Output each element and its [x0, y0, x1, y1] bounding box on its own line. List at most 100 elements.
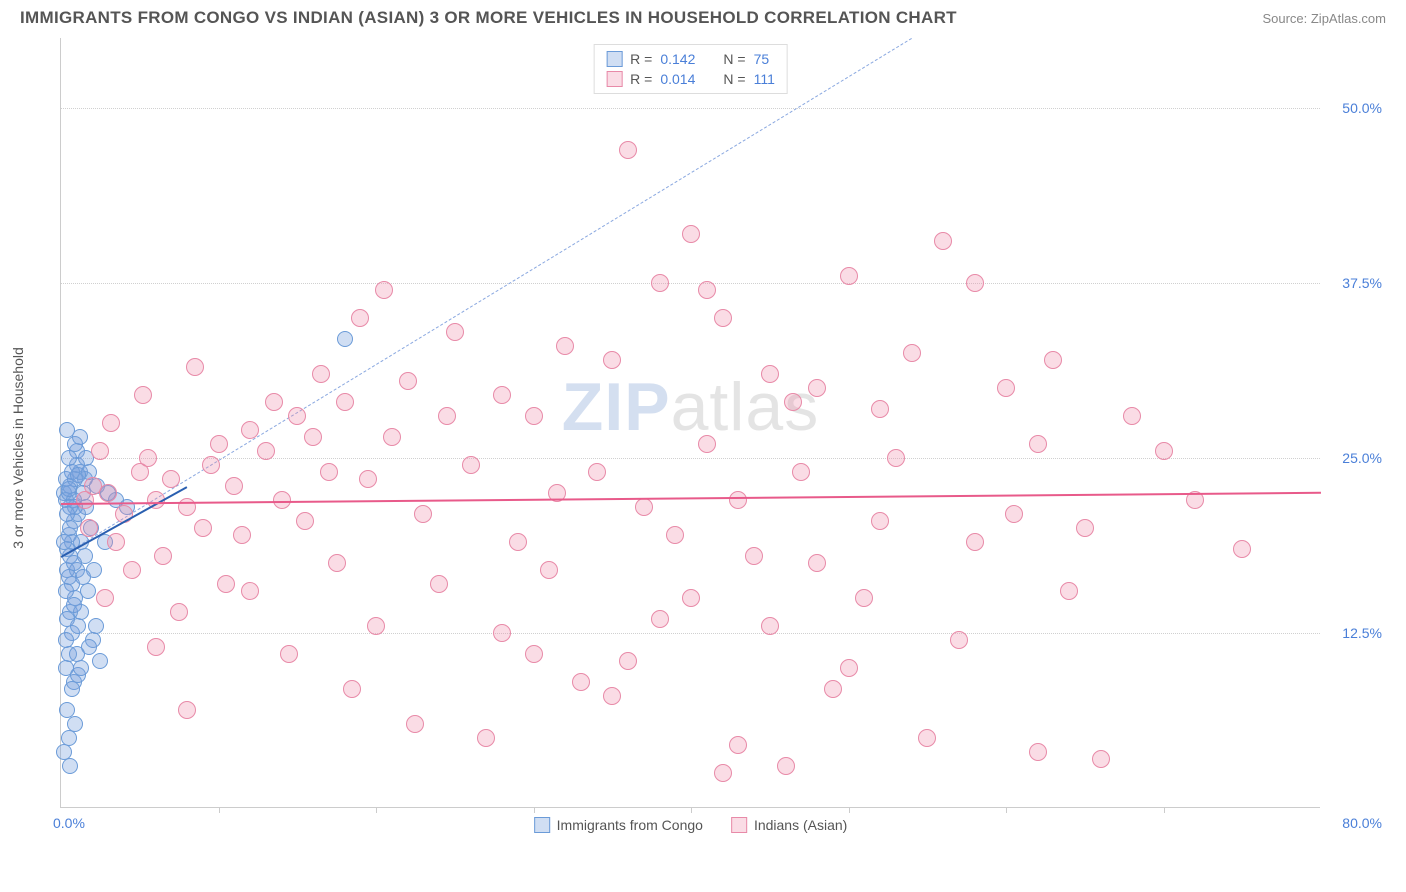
data-point-indian	[178, 498, 196, 516]
data-point-indian	[107, 533, 125, 551]
data-point-indian	[375, 281, 393, 299]
data-point-indian	[102, 414, 120, 432]
chart-container: 3 or more Vehicles in Household ZIPatlas…	[60, 38, 1386, 858]
data-point-indian	[1029, 435, 1047, 453]
data-point-indian	[438, 407, 456, 425]
legend-stats-row-indian: R = 0.014 N = 111	[606, 69, 775, 89]
data-point-indian	[509, 533, 527, 551]
data-point-indian	[493, 386, 511, 404]
data-point-indian	[351, 309, 369, 327]
r-value-congo: 0.142	[660, 51, 695, 67]
data-point-indian	[1060, 582, 1078, 600]
data-point-indian	[477, 729, 495, 747]
data-point-indian	[966, 274, 984, 292]
data-point-indian	[1076, 519, 1094, 537]
data-point-indian	[430, 575, 448, 593]
data-point-indian	[682, 225, 700, 243]
chart-header: IMMIGRANTS FROM CONGO VS INDIAN (ASIAN) …	[0, 0, 1406, 32]
data-point-congo	[88, 618, 104, 634]
data-point-indian	[202, 456, 220, 474]
source-attribution: Source: ZipAtlas.com	[1262, 11, 1386, 26]
data-point-indian	[91, 442, 109, 460]
data-point-congo	[59, 506, 75, 522]
x-tick	[849, 807, 850, 813]
data-point-indian	[698, 435, 716, 453]
data-point-indian	[134, 386, 152, 404]
data-point-indian	[871, 512, 889, 530]
data-point-indian	[296, 512, 314, 530]
swatch-indian-icon	[731, 817, 747, 833]
data-point-indian	[288, 407, 306, 425]
data-point-indian	[792, 463, 810, 481]
data-point-indian	[666, 526, 684, 544]
data-point-indian	[123, 561, 141, 579]
swatch-congo-icon	[534, 817, 550, 833]
legend-series-box: Immigrants from Congo Indians (Asian)	[534, 817, 848, 833]
data-point-indian	[186, 358, 204, 376]
data-point-indian	[1155, 442, 1173, 460]
data-point-indian	[1044, 351, 1062, 369]
legend-label-congo: Immigrants from Congo	[557, 817, 703, 833]
data-point-congo	[337, 331, 353, 347]
data-point-indian	[343, 680, 361, 698]
data-point-indian	[217, 575, 235, 593]
source-prefix: Source:	[1262, 11, 1310, 26]
data-point-indian	[320, 463, 338, 481]
data-point-indian	[139, 449, 157, 467]
source-name: ZipAtlas.com	[1311, 11, 1386, 26]
n-value-congo: 75	[754, 51, 770, 67]
data-point-indian	[840, 659, 858, 677]
data-point-indian	[603, 351, 621, 369]
data-point-indian	[934, 232, 952, 250]
data-point-indian	[1233, 540, 1251, 558]
data-point-indian	[1005, 505, 1023, 523]
data-point-indian	[493, 624, 511, 642]
data-point-indian	[162, 470, 180, 488]
data-point-indian	[619, 141, 637, 159]
data-point-indian	[446, 323, 464, 341]
data-point-indian	[96, 589, 114, 607]
data-point-indian	[871, 400, 889, 418]
legend-stats-box: R = 0.142 N = 75 R = 0.014 N = 111	[593, 44, 788, 94]
data-point-congo	[61, 481, 77, 497]
data-point-congo	[75, 569, 91, 585]
data-point-indian	[761, 617, 779, 635]
data-point-indian	[367, 617, 385, 635]
data-point-indian	[840, 267, 858, 285]
x-axis-end-label: 80.0%	[1342, 815, 1382, 831]
data-point-congo	[92, 653, 108, 669]
data-point-indian	[635, 498, 653, 516]
data-point-indian	[918, 729, 936, 747]
swatch-congo-icon	[606, 51, 622, 67]
data-point-indian	[194, 519, 212, 537]
data-point-indian	[462, 456, 480, 474]
x-axis-start-label: 0.0%	[53, 815, 85, 831]
data-point-indian	[170, 603, 188, 621]
data-point-indian	[588, 463, 606, 481]
data-point-indian	[714, 309, 732, 327]
data-point-indian	[997, 379, 1015, 397]
data-point-indian	[80, 519, 98, 537]
data-point-indian	[729, 736, 747, 754]
data-point-indian	[414, 505, 432, 523]
data-point-indian	[855, 589, 873, 607]
r-label: R =	[630, 51, 652, 67]
data-point-indian	[887, 449, 905, 467]
r-label: R =	[630, 71, 652, 87]
data-point-indian	[280, 645, 298, 663]
data-point-indian	[525, 645, 543, 663]
data-point-indian	[777, 757, 795, 775]
data-point-indian	[603, 687, 621, 705]
data-point-indian	[359, 470, 377, 488]
data-point-congo	[70, 618, 86, 634]
grid-line	[61, 283, 1320, 284]
data-point-indian	[784, 393, 802, 411]
data-point-indian	[682, 589, 700, 607]
data-point-indian	[312, 365, 330, 383]
data-point-indian	[1123, 407, 1141, 425]
data-point-indian	[304, 428, 322, 446]
grid-line	[61, 458, 1320, 459]
data-point-indian	[257, 442, 275, 460]
data-point-indian	[210, 435, 228, 453]
data-point-congo	[58, 632, 74, 648]
